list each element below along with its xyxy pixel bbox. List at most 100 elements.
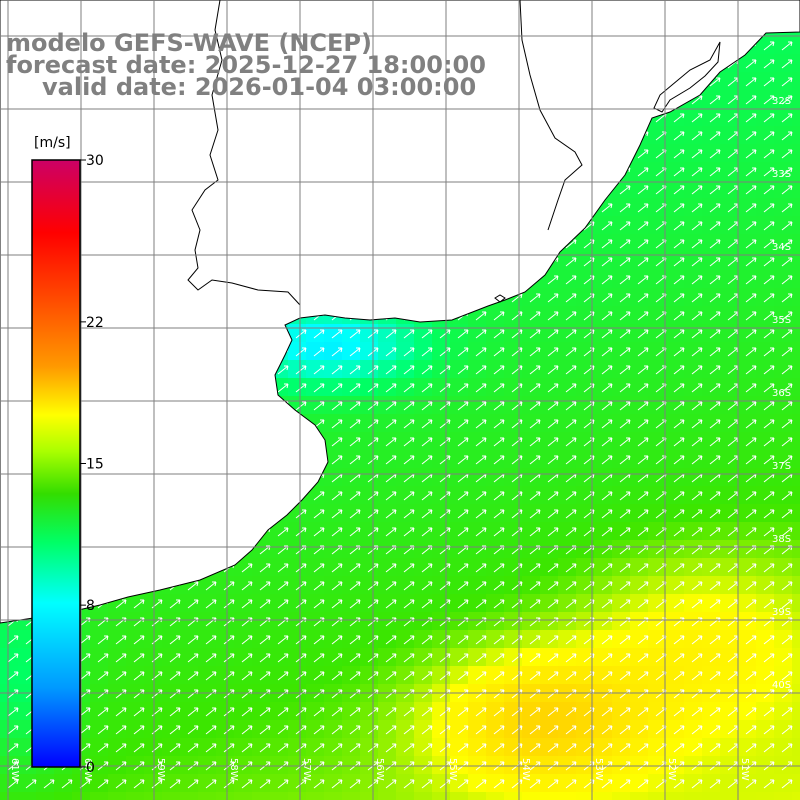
wind-speed-cell	[648, 540, 666, 558]
wind-arrow	[673, 563, 685, 573]
wind-speed-cell	[450, 738, 468, 756]
wind-speed-cell	[648, 630, 666, 648]
wind-speed-cell	[234, 594, 252, 612]
wind-speed-cell	[684, 378, 702, 396]
wind-arrow	[745, 743, 757, 753]
wind-speed-cell	[666, 234, 684, 252]
wind-arrow	[601, 383, 613, 393]
wind-arrow	[439, 365, 451, 375]
wind-speed-cell	[396, 486, 414, 504]
wind-speed-cell	[234, 792, 252, 800]
wind-speed-cell	[612, 720, 630, 738]
longitude-label: 60W	[82, 758, 93, 781]
wind-arrow	[7, 635, 19, 645]
wind-speed-cell	[720, 720, 738, 738]
wind-speed-cell	[792, 162, 800, 180]
wind-arrow	[691, 239, 703, 249]
wind-arrow	[385, 581, 397, 591]
wind-arrow	[403, 725, 415, 735]
wind-speed-cell	[666, 504, 684, 522]
land-area	[0, 0, 800, 624]
wind-speed-cell	[756, 288, 774, 306]
wind-speed-cell	[774, 666, 792, 684]
wind-arrow	[763, 365, 775, 375]
wind-arrow	[493, 365, 505, 375]
wind-arrow	[601, 743, 613, 753]
wind-speed-cell	[684, 720, 702, 738]
wind-arrow	[565, 527, 577, 537]
wind-arrow	[403, 509, 415, 519]
wind-speed-cell	[738, 198, 756, 216]
longitude-label: 52W	[666, 758, 677, 781]
wind-speed-cell	[792, 486, 800, 504]
wind-speed-cell	[684, 162, 702, 180]
wind-arrow	[601, 347, 613, 357]
wind-speed-cell	[612, 612, 630, 630]
colorbar-tick-label: 15	[86, 457, 104, 473]
wind-speed-cell	[774, 306, 792, 324]
wind-speed-cell	[702, 504, 720, 522]
wind-speed-cell	[684, 576, 702, 594]
wind-arrow	[187, 779, 199, 789]
wind-speed-cell	[630, 396, 648, 414]
wind-speed-cell	[648, 756, 666, 774]
wind-speed-cell	[414, 720, 432, 738]
wind-speed-cell	[486, 756, 504, 774]
wind-speed-cell	[792, 270, 800, 288]
wind-speed-cell	[504, 486, 522, 504]
wind-speed-cell	[324, 324, 342, 342]
wind-arrow	[457, 401, 469, 411]
wind-speed-cell	[522, 540, 540, 558]
wind-speed-cell	[594, 792, 612, 800]
wind-arrow	[619, 329, 631, 339]
wind-speed-cell	[558, 252, 576, 270]
wind-speed-cell	[594, 360, 612, 378]
wind-speed-cell	[414, 522, 432, 540]
wind-arrow	[601, 437, 613, 447]
wind-speed-cell	[522, 720, 540, 738]
wind-speed-cell	[720, 288, 738, 306]
wind-arrow	[763, 113, 775, 123]
wind-arrow	[403, 491, 415, 501]
wind-arrow	[781, 113, 793, 123]
wind-arrow	[601, 527, 613, 537]
wind-arrow	[709, 401, 721, 411]
wind-arrow	[781, 77, 793, 87]
wind-speed-cell	[198, 702, 216, 720]
wind-speed-cell	[648, 702, 666, 720]
wind-speed-cell	[486, 792, 504, 800]
wind-speed-cell	[648, 576, 666, 594]
wind-arrow	[439, 635, 451, 645]
wind-speed-cell	[396, 432, 414, 450]
wind-speed-cell	[504, 432, 522, 450]
wind-speed-cell	[684, 738, 702, 756]
wind-speed-cell	[738, 180, 756, 198]
wind-speed-cell	[378, 702, 396, 720]
wind-speed-cell	[90, 648, 108, 666]
wind-speed-cell	[396, 720, 414, 738]
longitude-label: 51W	[739, 758, 750, 781]
wind-speed-cell	[216, 594, 234, 612]
wind-speed-cell	[756, 252, 774, 270]
wind-speed-cell	[0, 702, 18, 720]
wind-speed-cell	[270, 792, 288, 800]
wind-speed-cell	[702, 108, 720, 126]
wind-speed-cell	[720, 792, 738, 800]
wind-speed-cell	[162, 666, 180, 684]
wind-speed-cell	[396, 630, 414, 648]
wind-speed-cell	[792, 522, 800, 540]
wind-arrow	[529, 401, 541, 411]
wind-arrow	[331, 671, 343, 681]
wind-speed-cell	[756, 324, 774, 342]
wind-speed-cell	[0, 630, 18, 648]
wind-speed-cell	[162, 774, 180, 792]
wind-speed-cell	[540, 360, 558, 378]
wind-arrow	[277, 779, 289, 789]
wind-arrow	[709, 275, 721, 285]
wind-arrow	[709, 149, 721, 159]
wind-arrow	[223, 599, 235, 609]
wind-arrow	[115, 707, 127, 717]
wind-arrow	[637, 221, 649, 231]
wind-speed-cell	[252, 720, 270, 738]
wind-arrow	[349, 401, 361, 411]
